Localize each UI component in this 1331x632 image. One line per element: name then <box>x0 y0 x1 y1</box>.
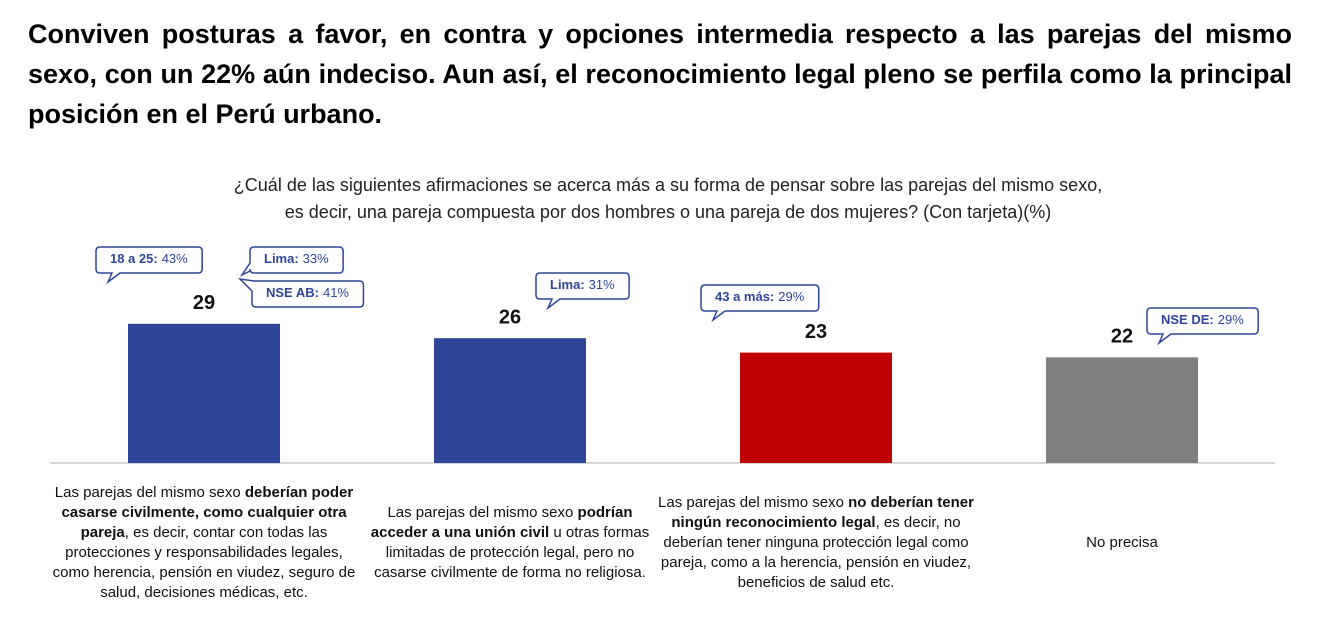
category-segment: podrían acceder a una unión civil <box>370 504 633 541</box>
value-label: 23 <box>805 321 827 343</box>
callout-box <box>95 246 203 285</box>
bar <box>740 352 892 463</box>
value-label: 26 <box>499 306 521 328</box>
callout-value: 29% <box>778 289 804 304</box>
callout: Lima: 31% <box>535 272 630 311</box>
bar <box>434 338 586 463</box>
category-segment: no deberían tener ningún reconocimiento … <box>671 494 974 531</box>
callout-text: NSE DE: 29% <box>1161 312 1244 327</box>
value-label: 29 <box>193 292 215 314</box>
category-segment: u otras formas limitadas de protección l… <box>374 524 650 581</box>
callout-value: 33% <box>303 251 329 266</box>
callout: NSE DE: 29% <box>1146 307 1259 346</box>
subtitle-line: es decir, una pareja compuesta por dos h… <box>284 202 1052 222</box>
category-segment: , es decir, contar con todas las protecc… <box>52 524 356 601</box>
category-segment: deberían poder casarse civilmente, como … <box>61 484 354 541</box>
subtitle-line: ¿Cuál de las siguientes afirmaciones se … <box>233 175 1103 195</box>
callout-label: NSE DE: <box>1161 312 1214 327</box>
callout: Lima: 33% <box>239 246 344 277</box>
value-label: 22 <box>1111 326 1133 348</box>
callout-label: Lima: <box>264 251 299 266</box>
callout: 43 a más: 29% <box>700 284 820 323</box>
category-label: Las parejas del mismo sexo podrían acced… <box>360 468 660 618</box>
callout: NSE AB: 41% <box>237 277 365 308</box>
bar <box>128 323 280 463</box>
category-text: Las parejas del mismo sexo deberían pode… <box>48 483 360 603</box>
chart-title: Conviven posturas a favor, en contra y o… <box>28 19 1292 129</box>
callout-label: 18 a 25: <box>110 251 158 266</box>
callout-text: NSE AB: 41% <box>266 285 349 300</box>
callout-box <box>700 284 820 323</box>
category-text: Las parejas del mismo sexo podrían acced… <box>360 503 660 583</box>
callout-label: Lima: <box>550 277 585 292</box>
category-text: No precisa <box>972 533 1272 553</box>
category-label: Las parejas del mismo sexo deberían pode… <box>48 468 360 618</box>
category-label: No precisa <box>972 468 1272 618</box>
callout-box <box>237 277 365 308</box>
callout-text: 18 a 25: 43% <box>110 251 188 266</box>
category-segment: , es decir, no deberían tener ninguna pr… <box>660 514 972 591</box>
bar <box>1046 357 1198 463</box>
callout-label: 43 a más: <box>715 289 774 304</box>
category-segment: Las parejas del mismo sexo <box>658 494 849 511</box>
callout-text: Lima: 31% <box>550 277 615 292</box>
callout-value: 41% <box>323 285 349 300</box>
callout-value: 29% <box>1218 312 1244 327</box>
callout-box <box>239 246 344 277</box>
callout-box <box>1146 307 1259 346</box>
category-segment: Las parejas del mismo sexo <box>54 484 245 501</box>
callout-value: 31% <box>589 277 615 292</box>
callout-label: NSE AB: <box>266 285 319 300</box>
category-text: Las parejas del mismo sexo no deberían t… <box>651 493 981 593</box>
callout-text: Lima: 33% <box>264 251 329 266</box>
callout: 18 a 25: 43% <box>95 246 203 285</box>
category-segment: Las parejas del mismo sexo <box>387 504 578 521</box>
category-segment: No precisa <box>1086 534 1158 551</box>
callout-box <box>535 272 630 311</box>
category-label: Las parejas del mismo sexo no deberían t… <box>651 468 981 618</box>
chart-subtitle: ¿Cuál de las siguientes afirmaciones se … <box>0 172 1331 226</box>
callout-value: 43% <box>162 251 188 266</box>
callout-text: 43 a más: 29% <box>715 289 805 304</box>
